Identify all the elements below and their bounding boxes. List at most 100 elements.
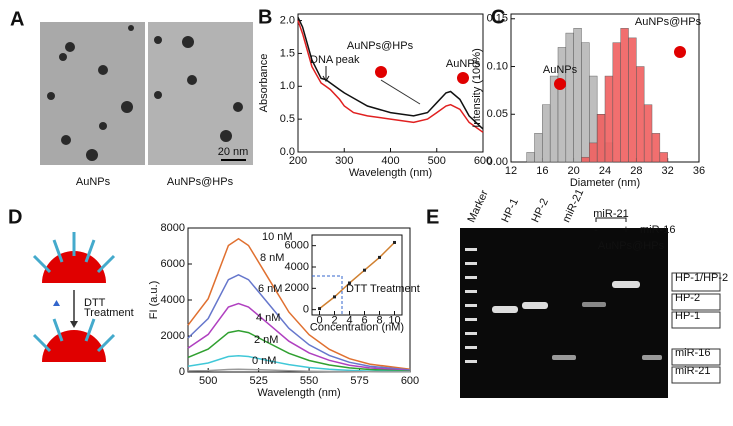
marker <box>333 295 336 299</box>
lane-sign: + <box>623 224 629 236</box>
hist-bar <box>659 152 668 163</box>
series-label: 6 nM <box>258 283 282 295</box>
arrow <box>322 66 330 82</box>
panel-letter: E <box>426 206 439 228</box>
x-axis-label: Wavelength (nm) <box>257 387 340 399</box>
nanoparticle-icon <box>457 72 469 84</box>
band-label: miR-16 <box>675 347 710 359</box>
x-tick-label: 24 <box>599 165 611 177</box>
x-tick-label: 6 <box>361 314 367 326</box>
series-line <box>297 16 484 130</box>
guide <box>312 275 343 315</box>
lane-label: miR-21 <box>560 187 586 224</box>
x-tick-label: 300 <box>335 155 353 167</box>
x-tick-label: 500 <box>428 155 446 167</box>
hist-bar <box>526 152 535 163</box>
x-tick-label: 525 <box>249 375 267 387</box>
pointer <box>380 79 421 105</box>
marker <box>378 255 381 259</box>
y-tick-label: 1.5 <box>280 47 295 59</box>
x-tick-label: 600 <box>474 155 492 167</box>
marker <box>363 268 366 272</box>
hist-bar <box>596 114 606 163</box>
x-tick-label: 575 <box>350 375 368 387</box>
nanoparticle-icon <box>674 46 686 58</box>
lane-sign: - <box>594 224 598 236</box>
marker <box>318 307 321 311</box>
nanoparticle-icon <box>375 66 387 78</box>
panel-letter: B <box>258 6 272 28</box>
x-tick-label: 20 <box>568 165 580 177</box>
x-tick-label: 550 <box>300 375 318 387</box>
annotation: DNA peak <box>310 54 360 66</box>
series-line <box>187 302 411 372</box>
band-label: HP-1 <box>675 310 700 322</box>
hist-bar <box>643 104 653 163</box>
x-tick-label: 28 <box>630 165 642 177</box>
y-tick-label: 0.05 <box>487 108 508 120</box>
series-line <box>187 273 411 371</box>
hist-bar <box>651 133 661 163</box>
y-tick-label: 6000 <box>285 240 309 252</box>
series-label: 4 nM <box>256 312 280 324</box>
group-label: miR-21 <box>593 208 628 220</box>
step-label: DTT <box>84 297 106 309</box>
y-tick-label: 2000 <box>161 330 185 342</box>
series-line <box>319 241 396 310</box>
hist-bar <box>636 66 645 163</box>
group-sublabel: AuNPs@HPs <box>598 240 665 252</box>
y-axis-label: Absorbance <box>258 54 270 113</box>
series-label: 2 nM <box>254 334 278 346</box>
y-tick-label: 0 <box>303 304 309 316</box>
side-lane-label: miR-16 <box>640 224 675 236</box>
x-axis-label: Wavelength (nm) <box>349 167 432 179</box>
gel-band-legend <box>671 272 721 384</box>
hist-bar <box>604 75 614 163</box>
x-tick-label: 2 <box>331 314 337 326</box>
y-axis-label: FI (a.u.) <box>148 281 160 320</box>
series-line <box>187 368 411 373</box>
gel <box>460 228 668 398</box>
tem-images: 20 nm AuNPs AuNPs@HPs <box>40 22 253 188</box>
y-tick-label: 4000 <box>285 261 309 273</box>
x-tick-label: 500 <box>199 375 217 387</box>
gel-image <box>460 228 668 398</box>
series-line <box>187 329 411 372</box>
y-tick-label: 8000 <box>161 222 185 234</box>
y-tick-label: 6000 <box>161 258 185 270</box>
y-axis-label: Intensity (100%) <box>471 48 483 127</box>
y-tick-label: 0.15 <box>487 13 508 25</box>
hist-bar <box>581 42 590 163</box>
y-tick-label: 2000 <box>285 282 309 294</box>
step-label: Treatment <box>84 307 134 319</box>
panel-letters: A B C D E <box>8 6 505 228</box>
x-tick-label: 0 <box>316 314 322 326</box>
x-tick-label: 4 <box>346 314 352 326</box>
hist-bar <box>620 28 629 163</box>
image-label: AuNPs@HPs <box>167 176 234 188</box>
series-label: AuNPs@HPs <box>635 16 702 28</box>
panel-letter: C <box>491 6 505 28</box>
y-tick-label: 0 <box>179 366 185 378</box>
series-line <box>297 20 484 133</box>
hist-bar <box>573 28 582 163</box>
x-tick-label: 200 <box>289 155 307 167</box>
y-tick-label: 0.00 <box>487 156 508 168</box>
series-label: 0 nM <box>252 355 276 367</box>
x-tick-label: 400 <box>381 155 399 167</box>
series-line <box>187 355 411 373</box>
y-tick-label: 0.0 <box>280 146 295 158</box>
y-tick-label: 0.5 <box>280 113 295 125</box>
annotation: DTT Treatment <box>346 283 420 295</box>
hist-bar <box>534 133 543 163</box>
series-line <box>187 237 411 371</box>
tem-image <box>148 22 253 165</box>
series-label: AuNPs <box>446 58 481 70</box>
hist-bar <box>612 42 621 163</box>
band-label: HP-2 <box>675 292 700 304</box>
gel-bands <box>465 248 662 363</box>
hist-bar <box>542 104 551 163</box>
x-tick-label: 36 <box>693 165 705 177</box>
dtt-schematic: DTT Treatment <box>32 232 134 362</box>
